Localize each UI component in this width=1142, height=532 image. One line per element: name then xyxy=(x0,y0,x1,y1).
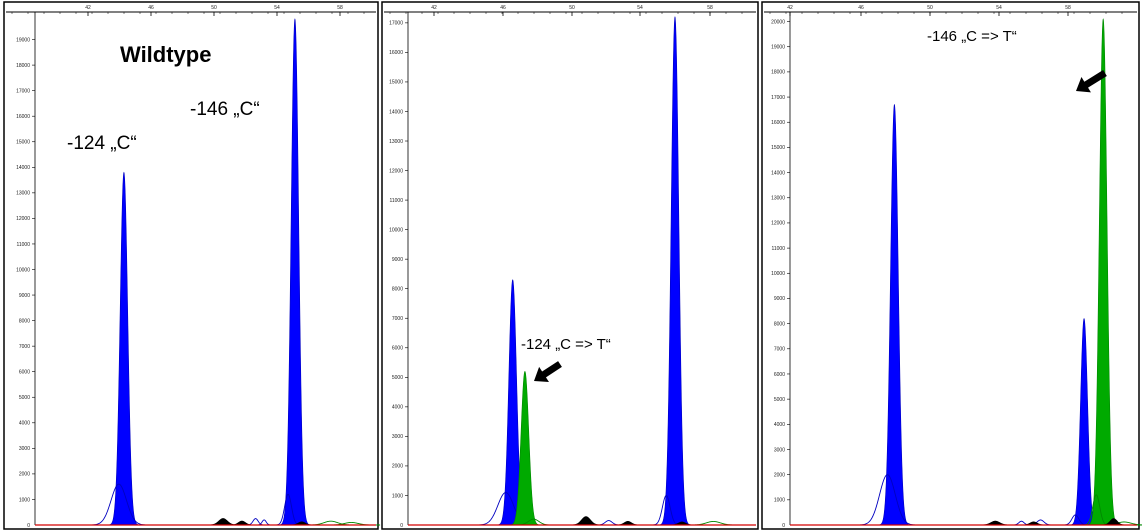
y-tick-label: 13000 xyxy=(389,139,403,145)
x-tick-label: 58 xyxy=(707,5,713,11)
y-tick-label: 1000 xyxy=(19,497,30,503)
y-tick-label: 13000 xyxy=(16,191,30,197)
x-tick-label: 50 xyxy=(569,5,575,11)
y-tick-label: 6000 xyxy=(392,346,403,352)
y-tick-label: 9000 xyxy=(19,293,30,299)
y-tick-label: 12000 xyxy=(771,221,785,227)
panel-title: Wildtype xyxy=(120,42,211,67)
x-tick-label: 54 xyxy=(637,5,643,11)
x-tick-label: 54 xyxy=(274,5,280,11)
y-tick-label-zero: 0 xyxy=(400,523,403,529)
y-tick-label: 17000 xyxy=(389,21,403,27)
peak-annotation: -146 „C“ xyxy=(190,99,260,120)
peak-annotation: -124 „C => T“ xyxy=(521,336,611,353)
y-tick-label: 2000 xyxy=(19,472,30,478)
y-tick-label: 12000 xyxy=(16,216,30,222)
y-tick-label: 14000 xyxy=(771,170,785,176)
y-tick-label: 11000 xyxy=(389,198,403,204)
y-tick-label: 1000 xyxy=(392,493,403,499)
y-tick-label: 20000 xyxy=(771,19,785,25)
y-tick-label: 14000 xyxy=(389,109,403,115)
x-tick-label: 58 xyxy=(337,5,343,11)
y-tick-label: 18000 xyxy=(771,70,785,76)
y-tick-label: 16000 xyxy=(389,50,403,56)
y-tick-label: 3000 xyxy=(19,446,30,452)
y-tick-label: 10000 xyxy=(771,271,785,277)
x-tick-label: 50 xyxy=(211,5,217,11)
y-tick-label: 17000 xyxy=(16,88,30,94)
peak-annotation: -124 „C“ xyxy=(67,133,137,154)
y-tick-label-zero: 0 xyxy=(27,523,30,529)
y-tick-label: 3000 xyxy=(392,434,403,440)
x-tick-label: 42 xyxy=(85,5,91,11)
y-tick-label: 6000 xyxy=(19,370,30,376)
arrow-icon xyxy=(534,361,562,382)
y-tick-label: 2000 xyxy=(774,472,785,478)
y-tick-label: 7000 xyxy=(392,316,403,322)
y-tick-label: 8000 xyxy=(774,321,785,327)
y-tick-label: 7000 xyxy=(19,344,30,350)
peak-annotation: -146 „C => T“ xyxy=(927,28,1017,45)
y-tick-label: 8000 xyxy=(19,318,30,324)
blue-peak xyxy=(878,103,911,526)
x-tick-label: 46 xyxy=(148,5,154,11)
y-tick-label: 4000 xyxy=(392,405,403,411)
y-tick-label: 15000 xyxy=(16,140,30,146)
y-tick-label: 12000 xyxy=(389,168,403,174)
y-tick-label: 14000 xyxy=(16,165,30,171)
y-tick-label: 10000 xyxy=(389,227,403,233)
y-tick-label: 18000 xyxy=(16,63,30,69)
y-tick-label-zero: 0 xyxy=(782,523,785,529)
green-peak xyxy=(1086,18,1120,526)
blue-peak xyxy=(658,16,692,526)
y-tick-label: 16000 xyxy=(16,114,30,120)
y-tick-label: 15000 xyxy=(771,145,785,151)
panel-frame xyxy=(761,1,1140,530)
x-tick-label: 54 xyxy=(996,5,1002,11)
y-tick-label: 10000 xyxy=(16,267,30,273)
y-tick-label: 17000 xyxy=(771,95,785,101)
y-tick-label: 9000 xyxy=(392,257,403,263)
x-tick-label: 42 xyxy=(431,5,437,11)
panel-frame xyxy=(381,1,759,530)
y-tick-label: 4000 xyxy=(774,422,785,428)
blue-peak xyxy=(278,18,312,526)
y-tick-label: 13000 xyxy=(771,196,785,202)
blue-peak xyxy=(107,171,141,526)
y-tick-label: 6000 xyxy=(774,372,785,378)
x-tick-label: 42 xyxy=(787,5,793,11)
y-tick-label: 5000 xyxy=(19,395,30,401)
x-tick-label: 50 xyxy=(927,5,933,11)
y-tick-label: 15000 xyxy=(389,80,403,86)
blue-peak xyxy=(854,474,921,526)
arrow-icon xyxy=(1076,70,1107,93)
y-tick-label: 11000 xyxy=(16,242,30,248)
x-tick-label: 58 xyxy=(1065,5,1071,11)
y-tick-label: 5000 xyxy=(774,397,785,403)
y-tick-label: 2000 xyxy=(392,464,403,470)
y-tick-label: 19000 xyxy=(16,37,30,43)
y-tick-label: 19000 xyxy=(771,45,785,51)
y-tick-label: 7000 xyxy=(774,347,785,353)
y-tick-label: 3000 xyxy=(774,447,785,453)
panel-frame xyxy=(3,1,379,530)
y-tick-label: 4000 xyxy=(19,421,30,427)
y-tick-label: 11000 xyxy=(771,246,785,252)
x-tick-label: 46 xyxy=(500,5,506,11)
y-tick-label: 5000 xyxy=(392,375,403,381)
green-peak xyxy=(508,371,542,526)
x-tick-label: 46 xyxy=(858,5,864,11)
y-tick-label: 9000 xyxy=(774,296,785,302)
blue-peak xyxy=(86,483,152,526)
y-tick-label: 16000 xyxy=(771,120,785,126)
y-tick-label: 8000 xyxy=(392,286,403,292)
y-tick-label: 1000 xyxy=(774,498,785,504)
